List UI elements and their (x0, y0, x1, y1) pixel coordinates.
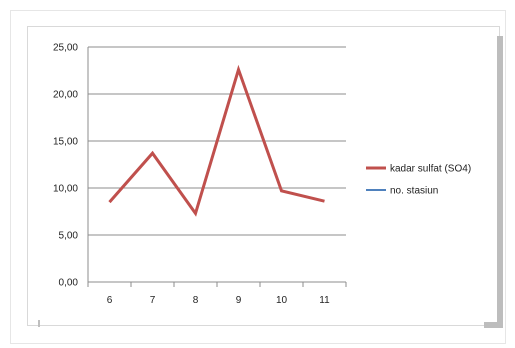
y-tick-label: 20,00 (53, 90, 78, 101)
y-axis-tick-labels: 0,00 5,00 10,00 15,00 20,00 25,00 (53, 43, 78, 289)
x-tick-label: 9 (236, 295, 242, 306)
legend: kadar sulfat (SO4) no. stasiun (366, 164, 471, 197)
x-axis-tick-labels: 6 7 8 9 10 11 (107, 295, 330, 306)
x-tick-label: 6 (107, 295, 113, 306)
series-lines (108, 64, 325, 217)
y-tick-label: 5,00 (59, 231, 79, 242)
panel-shadow-bottom (484, 322, 503, 328)
x-tick-label: 8 (193, 295, 199, 306)
y-tick-label: 15,00 (53, 137, 78, 148)
panel-shadow-right (497, 36, 503, 328)
chart-area (27, 26, 500, 326)
x-tick-label: 11 (319, 295, 330, 306)
legend-label: no. stasiun (390, 186, 438, 197)
axes (87, 47, 347, 287)
x-tick-label: 7 (150, 295, 156, 306)
gridlines (88, 46, 346, 236)
y-tick-label: 10,00 (53, 184, 78, 195)
x-tick-label: 10 (276, 295, 288, 306)
y-tick-label: 0,00 (59, 278, 79, 289)
legend-label: kadar sulfat (SO4) (390, 164, 471, 175)
corner-marker (38, 320, 40, 327)
series-line-0 (108, 64, 325, 217)
y-tick-label: 25,00 (53, 43, 78, 54)
